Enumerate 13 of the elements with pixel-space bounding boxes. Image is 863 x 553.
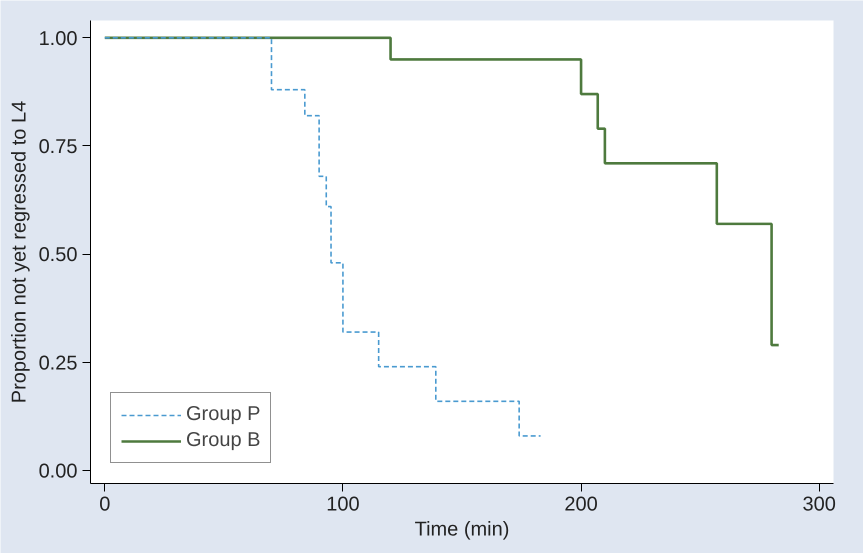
x-tick-label: 200 (564, 494, 598, 516)
y-tick-label: 1.00 (38, 28, 78, 50)
x-tick-label: 0 (99, 494, 110, 516)
y-axis-title: Proportion not yet regressed to L4 (8, 100, 31, 404)
y-tick-label: 0.50 (38, 244, 78, 266)
y-tick-label: 0.25 (38, 352, 78, 374)
x-tick-label: 300 (802, 494, 836, 516)
y-tick-label: 0.75 (38, 136, 78, 158)
x-axis-title: Time (min) (414, 518, 510, 540)
y-tick-label: 0.00 (38, 460, 78, 483)
legend-label: Group B (186, 429, 260, 452)
legend-label: Group P (186, 403, 260, 426)
x-tick-label: 100 (326, 494, 360, 516)
